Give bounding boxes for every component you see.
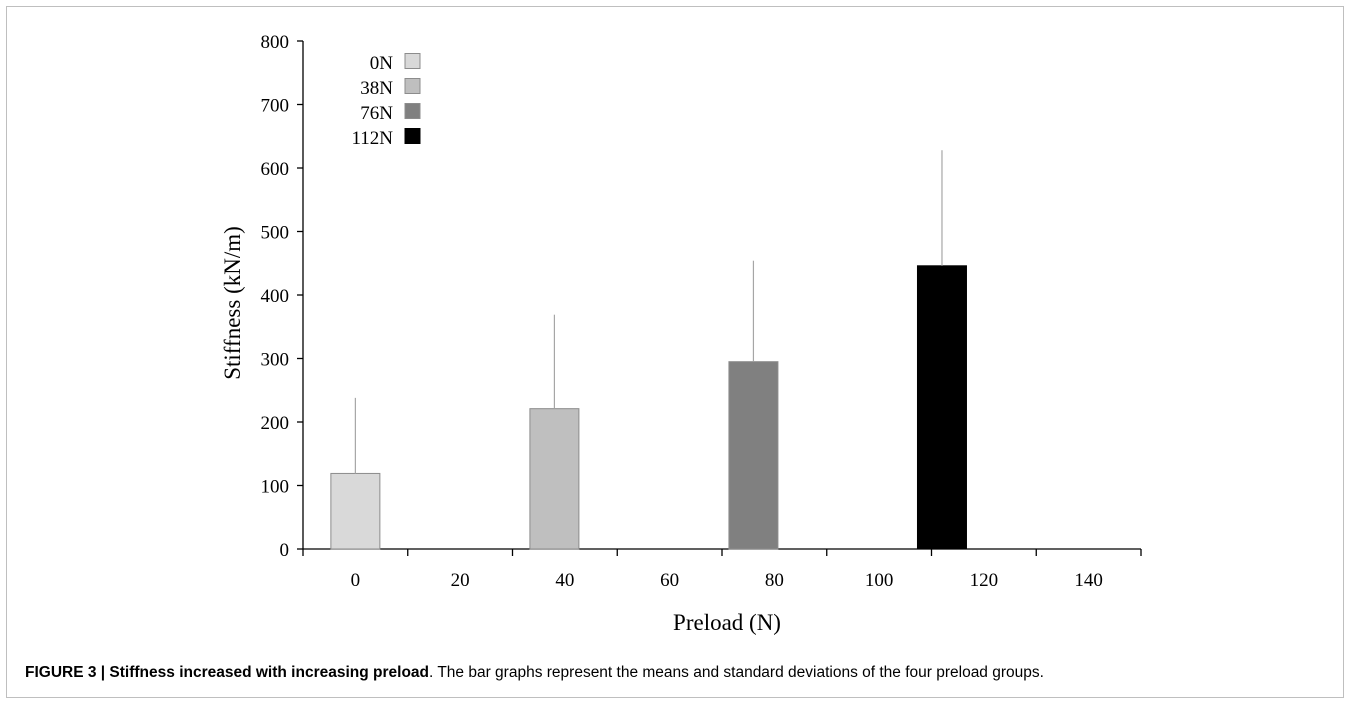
- y-tick-label: 100: [261, 477, 290, 498]
- bar-76N: [728, 361, 779, 550]
- x-tick-label: 120: [970, 570, 999, 591]
- figure-caption: FIGURE 3 | Stiffness increased with incr…: [25, 664, 1335, 682]
- legend-label-112N: 112N: [351, 128, 393, 149]
- x-tick-label: 40: [555, 570, 574, 591]
- x-axis-label: Preload (N): [673, 610, 781, 635]
- caption-label: FIGURE 3 | Stiffness increased with incr…: [25, 664, 429, 681]
- y-tick-label: 700: [261, 96, 290, 117]
- y-tick-label: 800: [261, 32, 290, 53]
- bar-0N: [330, 472, 381, 550]
- bar-112N: [916, 265, 967, 550]
- bar-38N: [529, 408, 580, 550]
- bars: [330, 150, 967, 550]
- legend-label-0N: 0N: [370, 53, 394, 74]
- x-tick-label: 80: [765, 570, 784, 591]
- caption-text: . The bar graphs represent the means and…: [429, 664, 1044, 681]
- y-tick-label: 500: [261, 223, 290, 244]
- x-tick-label: 20: [451, 570, 470, 591]
- y-tick-label: 0: [280, 540, 290, 561]
- figure-frame: 0 100 200 300 400 500 600 700 800 0 20 40 60 80 100 12…: [6, 6, 1344, 698]
- legend: 0N 38N 76N 112N: [351, 53, 421, 149]
- x-axis: 0 20 40 60 80 100 120 140: [302, 548, 1142, 591]
- y-tick-label: 300: [261, 350, 290, 371]
- legend-swatch-38N: [404, 78, 421, 94]
- y-tick-label: 200: [261, 413, 290, 434]
- x-tick-label: 140: [1074, 570, 1103, 591]
- legend-label-38N: 38N: [360, 78, 393, 99]
- y-axis: 0 100 200 300 400 500 600 700 800: [261, 32, 304, 561]
- x-tick-label: 0: [351, 570, 361, 591]
- y-tick-label: 400: [261, 286, 290, 307]
- legend-swatch-112N: [404, 128, 421, 144]
- y-tick-label: 600: [261, 159, 290, 180]
- x-tick-label: 60: [660, 570, 679, 591]
- y-axis-label: Stiffness (kN/m): [220, 226, 245, 380]
- legend-swatch-76N: [404, 103, 421, 119]
- bar-chart: 0 100 200 300 400 500 600 700 800 0 20 40 60 80 100 12…: [220, 32, 1142, 635]
- legend-label-76N: 76N: [360, 103, 393, 124]
- x-tick-label: 100: [865, 570, 894, 591]
- legend-swatch-0N: [404, 53, 421, 69]
